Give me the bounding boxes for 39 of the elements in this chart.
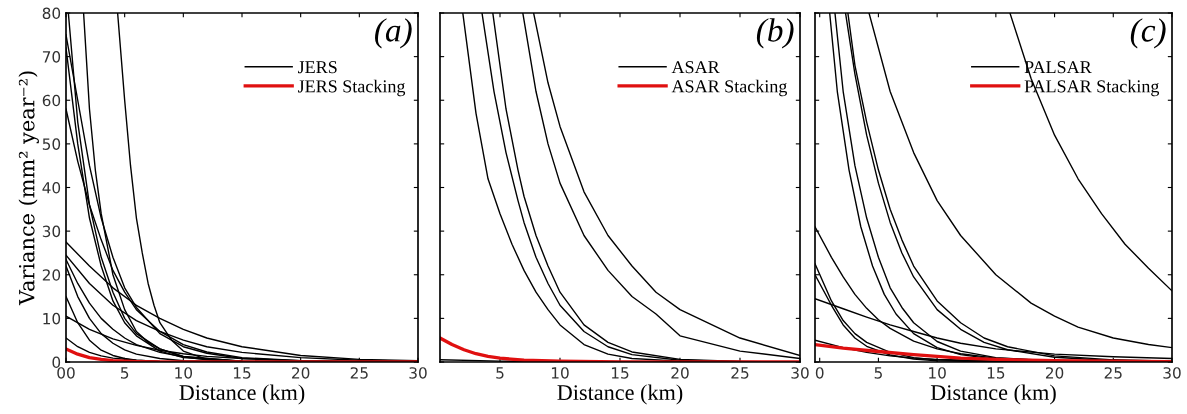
x-tick-label: 15 — [611, 367, 629, 379]
x-tick-label: 20 — [671, 367, 689, 379]
x-tick-label: 30 — [409, 367, 427, 379]
annotation: (a) — [375, 18, 412, 49]
legend-label: JERS Stacking — [297, 79, 406, 97]
annotation: (b) — [756, 18, 794, 49]
x-tick-label: 25 — [731, 367, 749, 379]
x-tick-label: 25 — [1104, 367, 1122, 379]
x-tick-label: 5 — [496, 367, 504, 379]
x-tick-label: 5 — [874, 367, 882, 379]
y-tick-label: 10 — [43, 312, 61, 325]
annotation: (c) — [1130, 18, 1166, 49]
y-tick-label: 40 — [42, 181, 61, 194]
x-axis-title: Distance (km) — [179, 384, 305, 405]
x-tick-label: 10 — [175, 367, 193, 379]
legend-label: ASAR Stacking — [671, 79, 788, 97]
x-tick-label: 5 — [120, 367, 129, 379]
x-axis-title: Distance (km) — [930, 384, 1056, 405]
y-tick-label: 70 — [42, 51, 61, 63]
y-axis-title: Variance (mm² year⁻²) — [18, 71, 39, 306]
x-tick-label: 00 — [57, 367, 75, 379]
x-tick-label: 20 — [1045, 367, 1064, 379]
y-tick-label: 30 — [42, 225, 61, 238]
x-tick-label: 10 — [929, 367, 946, 379]
x-axis-title: Distance (km) — [557, 384, 683, 405]
x-tick-label: 0 — [815, 367, 824, 379]
x-tick-label: 25 — [350, 367, 368, 379]
y-tick-label: 20 — [42, 269, 61, 281]
x-tick-label: 10 — [551, 367, 569, 379]
legend-label: JERS — [297, 61, 337, 74]
legend-label: ASAR — [671, 61, 720, 74]
x-tick-label: 15 — [233, 367, 251, 379]
x-tick-label: 30 — [1163, 367, 1181, 379]
y-tick-label: 50 — [42, 138, 61, 150]
x-tick-label: 15 — [987, 367, 1005, 379]
y-tick-label: 80 — [42, 7, 61, 20]
x-tick-label: 20 — [292, 367, 310, 379]
y-tick-label: 60 — [42, 94, 61, 107]
x-tick-label: 30 — [791, 367, 809, 379]
